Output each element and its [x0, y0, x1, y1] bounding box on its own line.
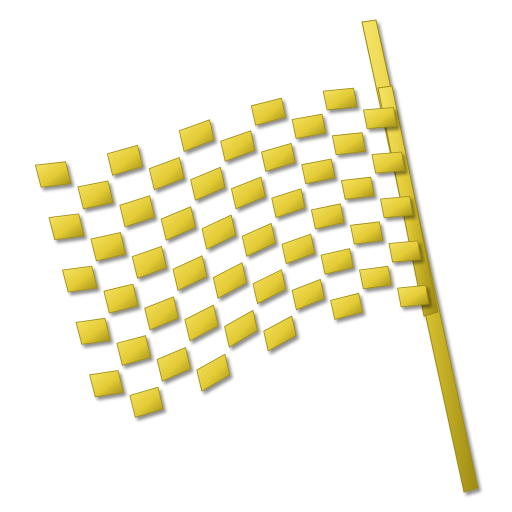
checker-square	[231, 176, 266, 210]
checker-square	[363, 107, 398, 129]
checker-square	[263, 315, 297, 352]
checker-square	[350, 221, 384, 245]
checker-square	[271, 188, 306, 218]
checker-square	[178, 119, 215, 152]
checker-square	[75, 317, 111, 345]
checker-square	[397, 284, 430, 308]
checker-square	[341, 176, 375, 200]
checker-square	[301, 158, 336, 185]
checker-square	[77, 180, 114, 210]
flag-checker-pattern	[35, 87, 430, 418]
checker-square	[322, 87, 358, 111]
checker-square	[156, 347, 191, 382]
checker-square	[380, 196, 414, 219]
checker-square	[90, 232, 127, 262]
checker-square	[224, 310, 258, 348]
checker-square	[359, 265, 392, 290]
checker-square	[212, 262, 247, 299]
checker-square	[331, 132, 367, 155]
checker-square	[196, 353, 231, 392]
checker-square	[241, 223, 276, 257]
checker-square	[311, 203, 345, 230]
checker-square	[371, 151, 406, 174]
checker-square	[201, 214, 237, 250]
checker-square	[220, 130, 256, 162]
checker-square	[107, 144, 143, 176]
checker-square	[291, 279, 325, 311]
checker-square	[131, 246, 167, 279]
checker-square	[281, 233, 316, 264]
checker-square	[320, 248, 354, 275]
checker-square	[48, 213, 85, 240]
checker-square	[250, 97, 286, 126]
checker-square	[160, 206, 196, 241]
checker-square	[119, 195, 155, 228]
checker-square	[184, 304, 219, 342]
checker-square	[190, 166, 226, 201]
checker-square	[89, 370, 124, 398]
checker-square	[116, 335, 152, 366]
checker-square	[103, 283, 139, 314]
checker-square	[35, 161, 72, 188]
checker-square	[252, 269, 287, 304]
checker-square	[148, 157, 185, 191]
checker-square	[129, 386, 164, 418]
checker-square	[261, 143, 296, 172]
checker-square	[62, 265, 98, 293]
checker-square	[330, 292, 363, 320]
checker-square	[291, 113, 327, 139]
checker-square	[172, 255, 208, 291]
checker-square	[388, 240, 422, 263]
checker-square	[144, 296, 179, 331]
